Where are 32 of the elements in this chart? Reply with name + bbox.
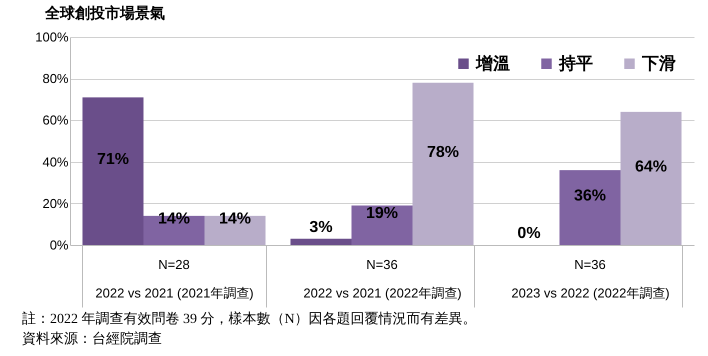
bar [290,238,352,245]
legend-label: 持平 [558,54,593,73]
y-tick-label: 60% [42,112,69,128]
legend-label: 下滑 [641,54,676,73]
chart-title: 全球創投市場景氣 [44,4,165,22]
text: 14% [219,210,252,228]
x-tick-label: 2022 vs 2021 (2021年調查) [95,286,254,300]
bar [351,205,413,245]
text: 0% [517,225,541,242]
text: 71% [96,151,129,168]
text: 3% [309,218,333,236]
x-tick-label: 2022 vs 2021 (2022年調查) [303,286,462,300]
x-tick-label: 2023 vs 2022 (2022年調查) [511,286,670,300]
source-note: 資料來源：台經院調查 [22,330,163,349]
y-tick-label: 40% [42,154,69,170]
legend-label: 增溫 [475,54,510,73]
bar [559,170,621,245]
text: 註：2022 年調查有效問卷 39 分，樣本數（N）因各題回覆情況而有差異。 [22,310,477,329]
bar [620,112,682,245]
bar [412,82,474,245]
y-tick-label: 80% [42,71,69,86]
y-tick-label: 0% [50,238,69,252]
text: N=28 [158,257,190,272]
text: N=36 [366,257,398,272]
y-tick-label: 100% [35,30,69,44]
text: 78% [427,144,460,161]
text: N=36 [574,257,606,272]
y-tick-label: 20% [42,196,69,211]
text: 19% [366,205,398,222]
text: 36% [574,188,606,205]
text: 64% [635,158,668,176]
bar [82,97,144,245]
